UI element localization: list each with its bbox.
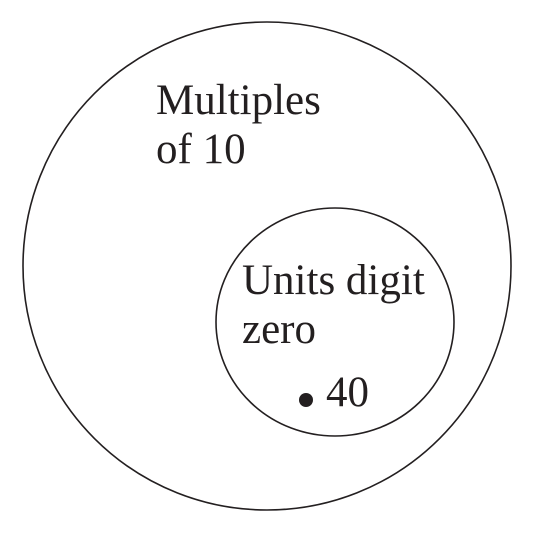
outer-set-label-line1: Multiples	[156, 77, 321, 124]
element-point	[299, 393, 313, 407]
inner-set-label-line2: zero	[242, 306, 316, 353]
inner-set-label-line1: Units digit	[242, 257, 425, 304]
element-label: 40	[326, 369, 369, 416]
outer-set-circle	[22, 21, 512, 511]
outer-set-label-line2: of 10	[156, 126, 246, 173]
inner-set-label: Units digit zero	[242, 256, 425, 354]
inner-set-circle	[215, 207, 455, 437]
outer-set-label: Multiples of 10	[156, 76, 321, 174]
